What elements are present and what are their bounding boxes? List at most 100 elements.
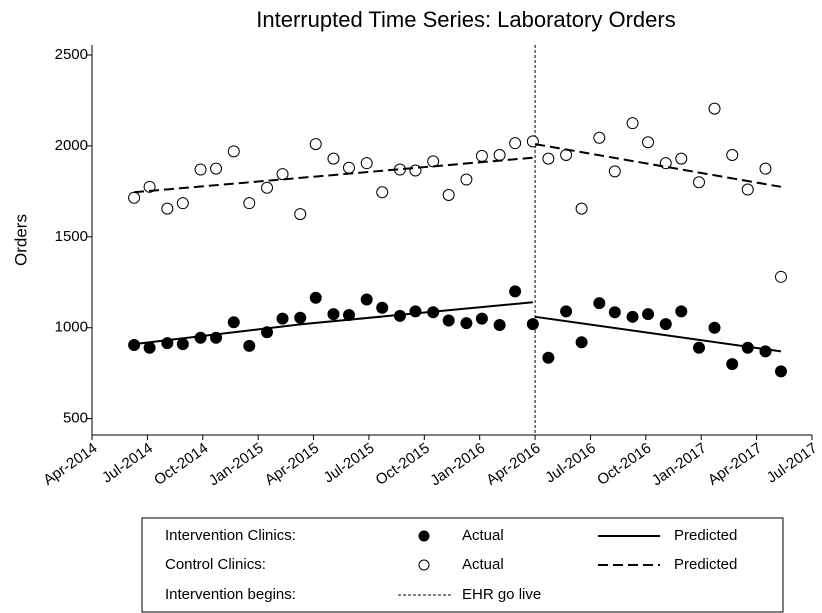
data-point xyxy=(143,180,156,193)
data-point xyxy=(327,308,340,321)
x-tick-label: Jul-2015 xyxy=(321,440,378,487)
legend-box xyxy=(141,517,784,613)
data-point xyxy=(342,161,355,174)
y-tick-label: 500 xyxy=(63,410,88,427)
data-point xyxy=(475,149,488,162)
data-point xyxy=(360,293,373,306)
predicted-line xyxy=(133,301,782,353)
data-point xyxy=(409,305,422,318)
data-point xyxy=(593,297,606,310)
data-point xyxy=(360,157,373,170)
data-point xyxy=(708,102,721,115)
data-point xyxy=(626,117,639,130)
data-point xyxy=(626,310,639,323)
data-point xyxy=(161,202,174,215)
data-point xyxy=(243,339,256,352)
legend-group-label: Intervention begins: xyxy=(165,586,296,603)
data-point xyxy=(493,149,506,161)
data-point xyxy=(227,316,240,329)
legend-label: EHR go live xyxy=(462,586,541,603)
data-point xyxy=(309,138,322,151)
predicted-line xyxy=(134,143,782,194)
data-point xyxy=(774,365,787,378)
data-point xyxy=(128,339,141,351)
data-point xyxy=(227,145,240,158)
x-tick-label: Jul-2016 xyxy=(542,440,599,487)
data-point xyxy=(542,351,555,364)
legend-label: Actual xyxy=(462,556,504,573)
y-axis-title: Orders xyxy=(11,214,30,266)
data-point xyxy=(261,181,274,194)
data-point xyxy=(642,136,655,149)
x-tick-label: Jul-2014 xyxy=(99,440,156,487)
y-tick-label: 2500 xyxy=(55,46,88,63)
data-point xyxy=(509,137,522,150)
data-point xyxy=(608,165,621,178)
legend-group-label: Control Clinics: xyxy=(165,556,266,573)
legend-group-label: Intervention Clinics: xyxy=(165,527,296,544)
data-point xyxy=(693,176,706,189)
legend-label: Predicted xyxy=(674,527,737,544)
data-point xyxy=(276,168,289,181)
data-point xyxy=(659,318,672,331)
data-point xyxy=(693,341,706,354)
data-point xyxy=(708,321,721,334)
data-point xyxy=(176,338,189,351)
data-point xyxy=(442,189,455,201)
data-point xyxy=(608,306,621,319)
data-point xyxy=(726,149,739,161)
data-point xyxy=(460,317,473,330)
y-tick-label: 2000 xyxy=(55,137,88,154)
data-point xyxy=(276,312,289,325)
data-point xyxy=(128,191,141,204)
data-point xyxy=(759,162,772,175)
x-tick-label: Apr-2014 xyxy=(40,440,100,489)
chart-title: Interrupted Time Series: Laboratory Orde… xyxy=(256,7,675,32)
x-tick-label: Oct-2014 xyxy=(151,440,211,489)
data-point xyxy=(460,173,473,186)
data-point xyxy=(526,318,539,331)
x-tick-label: Apr-2017 xyxy=(705,440,765,489)
data-point xyxy=(210,162,223,175)
x-tick-label: Jul-2017 xyxy=(764,440,821,487)
data-point xyxy=(294,208,307,221)
data-point xyxy=(593,131,606,144)
data-point xyxy=(675,152,688,165)
data-point xyxy=(741,183,754,196)
data-point xyxy=(726,358,739,371)
data-point xyxy=(475,312,488,325)
data-point xyxy=(759,345,772,358)
data-point xyxy=(194,163,207,176)
x-tick-label: Jan-2016 xyxy=(427,440,488,490)
data-point xyxy=(376,301,389,314)
x-tick-label: Apr-2016 xyxy=(483,440,543,489)
data-point xyxy=(575,202,588,215)
data-point xyxy=(774,270,787,283)
legend-marker xyxy=(418,559,430,571)
y-tick-label: 1000 xyxy=(55,319,88,336)
data-point xyxy=(493,319,506,331)
x-tick-label: Oct-2015 xyxy=(373,440,433,489)
legend-marker xyxy=(418,530,430,542)
x-tick-label: Apr-2015 xyxy=(262,440,322,489)
y-tick-label: 1500 xyxy=(55,228,88,245)
data-point xyxy=(143,341,156,354)
data-point xyxy=(675,305,688,318)
data-point xyxy=(509,285,522,298)
data-point xyxy=(542,152,555,165)
data-point xyxy=(309,291,322,304)
legend-label: Predicted xyxy=(674,556,737,573)
data-point xyxy=(294,311,307,324)
data-point xyxy=(575,336,588,349)
data-point xyxy=(327,152,340,165)
data-point xyxy=(243,197,256,210)
x-tick-label: Jan-2015 xyxy=(206,440,267,490)
data-point xyxy=(194,331,207,344)
legend-label: Actual xyxy=(462,527,504,544)
x-tick-label: Jan-2017 xyxy=(649,440,710,490)
data-point xyxy=(642,308,655,321)
data-point xyxy=(442,314,455,327)
data-point xyxy=(560,305,573,318)
